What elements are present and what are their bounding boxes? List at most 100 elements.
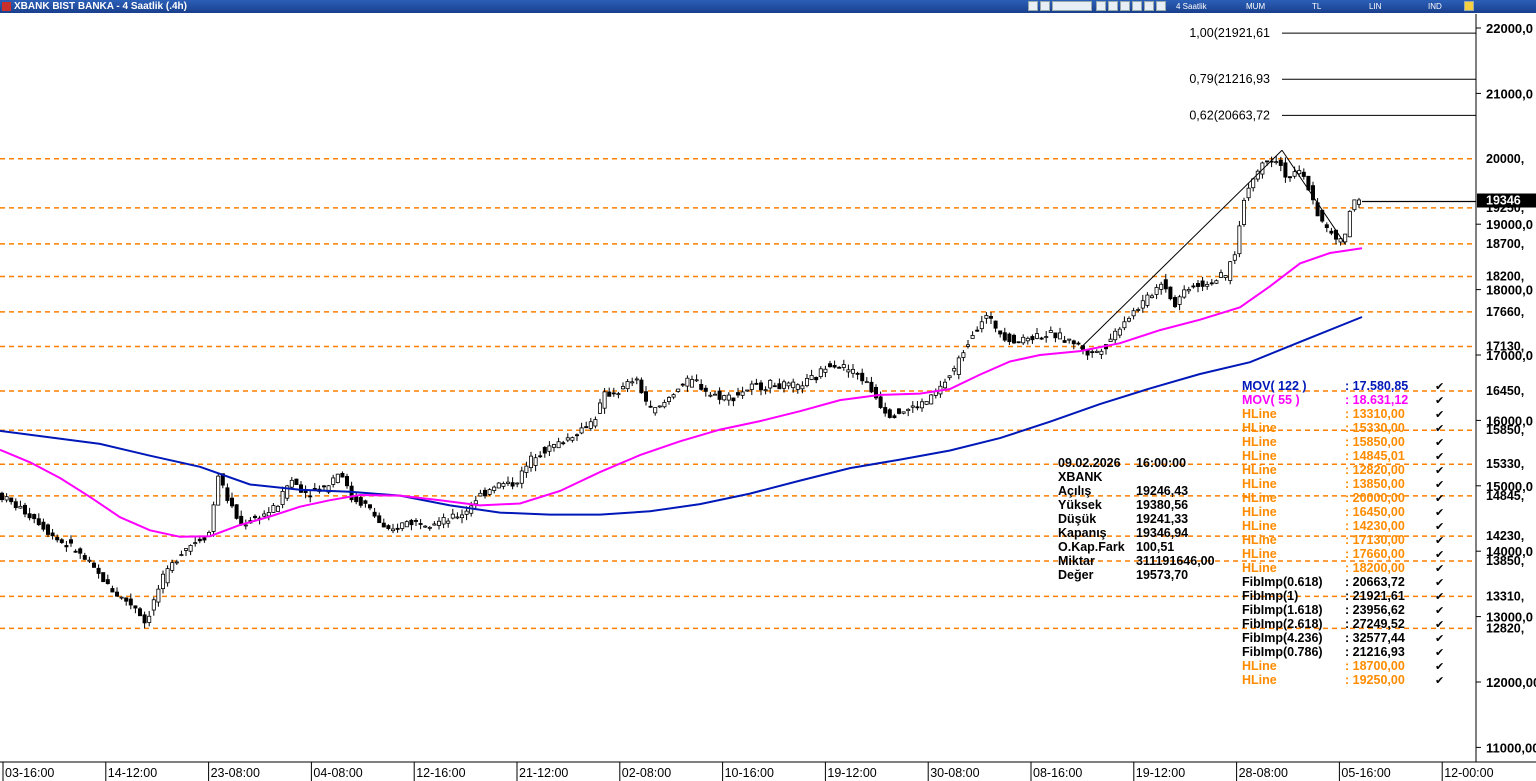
legend-value-13: : 18200,00 [1345, 561, 1405, 575]
candle-body-93 [427, 526, 432, 529]
candle-body-281 [1292, 171, 1297, 177]
candle-body-86 [395, 527, 400, 530]
candle-body-17 [78, 548, 83, 554]
legend-value-15: : 21921,61 [1345, 589, 1405, 603]
candle-body-46 [211, 504, 216, 532]
candle-body-55 [252, 515, 257, 519]
hline-label-12: 13310, [1486, 589, 1524, 603]
grid-icon[interactable] [1108, 1, 1118, 11]
period-button[interactable]: 4 Saatlik [1176, 2, 1207, 11]
legend-value-21: : 19250,00 [1345, 673, 1405, 687]
candle-body-214 [984, 315, 989, 319]
candle-body-289 [1329, 230, 1334, 234]
legend-value-1: : 18.631,12 [1345, 393, 1408, 407]
candle-body-249 [1145, 294, 1150, 306]
check-icon[interactable] [1132, 1, 1142, 11]
candle-body-119 [547, 445, 552, 452]
candle-body-79 [363, 500, 368, 504]
candle-body-149 [685, 377, 690, 387]
hline-label-5: 17130, [1486, 339, 1524, 353]
candle-body-40 [183, 548, 188, 551]
mov55-line [0, 247, 1363, 538]
candle-body-58 [266, 512, 271, 517]
candle-body-264 [1214, 280, 1219, 284]
hline-label-3: 18200, [1486, 270, 1524, 284]
candle-body-218 [1002, 332, 1007, 341]
candle-body-172 [791, 381, 796, 389]
fib-layer: 1,00(21921,61 0,79(21216,93 0,62(20663,72 [1189, 26, 1476, 122]
legend-label-14: FibImp(0.618) [1242, 575, 1323, 589]
hline-label-7: 15850, [1486, 423, 1524, 437]
candle-body-147 [676, 388, 681, 392]
ohlc-value-2: 19241,33 [1136, 512, 1188, 526]
candle-body-77 [354, 496, 359, 503]
settings-icon[interactable] [1144, 1, 1154, 11]
candle-body-44 [202, 537, 207, 541]
candle-body-295 [1357, 199, 1362, 205]
legend-check-icon-14: ✔ [1435, 576, 1444, 589]
table-icon[interactable] [1096, 1, 1106, 11]
legend-label-0: MOV( 122 ) [1242, 379, 1307, 393]
candle-body-166 [763, 389, 768, 392]
y-tick-label-0: 11000,00 [1486, 740, 1536, 755]
candle-body-259 [1191, 285, 1196, 288]
candle-body-109 [501, 483, 506, 487]
candle-body-134 [616, 393, 621, 396]
draw-icon[interactable] [1040, 1, 1050, 11]
moving-average-layer [0, 247, 1363, 538]
minus-icon[interactable] [1156, 1, 1166, 11]
candle-body-29 [133, 605, 138, 609]
legend-value-18: : 32577,44 [1345, 631, 1405, 645]
candle-body-151 [694, 379, 699, 382]
candle-body-120 [552, 444, 557, 448]
candle-body-280 [1288, 176, 1293, 179]
cursor-icon[interactable] [1028, 1, 1038, 11]
chart-type-button[interactable]: MUM [1246, 2, 1266, 11]
candle-body-165 [759, 382, 764, 391]
candle-body-35 [160, 573, 165, 590]
candle-body-123 [565, 437, 570, 441]
candle-body-268 [1232, 254, 1237, 261]
hline-label-4: 17660, [1486, 305, 1524, 319]
candle-body-161 [740, 391, 745, 396]
candle-body-222 [1021, 336, 1026, 344]
candle-body-145 [667, 397, 672, 402]
candle-body-150 [690, 379, 695, 388]
candle-body-138 [634, 378, 639, 381]
scale-button[interactable]: LIN [1369, 2, 1382, 11]
candle-body-198 [910, 405, 915, 408]
candle-body-210 [966, 344, 971, 347]
symbol-box[interactable] [1052, 1, 1092, 11]
candle-body-248 [1140, 300, 1145, 309]
candle-body-0 [0, 492, 4, 501]
candle-body-9 [41, 521, 46, 530]
candle-body-103 [473, 500, 478, 505]
legend-check-icon-12: ✔ [1435, 548, 1444, 561]
candle-body-13 [59, 539, 64, 543]
indicator-button[interactable]: IND [1428, 2, 1442, 11]
candle-body-285 [1311, 185, 1316, 201]
candle-body-220 [1012, 334, 1017, 344]
candle-body-33 [151, 599, 156, 611]
candle-body-146 [671, 394, 676, 398]
candle-body-233 [1071, 340, 1076, 345]
pencil-icon[interactable] [1120, 1, 1130, 11]
legend-label-4: HLine [1242, 435, 1277, 449]
candle-body-67 [308, 495, 313, 498]
candle-body-175 [805, 378, 810, 387]
legend-check-icon-5: ✔ [1435, 450, 1444, 463]
candle-body-178 [818, 368, 823, 378]
window-menu-icon[interactable] [2, 2, 11, 11]
candle-body-255 [1173, 297, 1178, 308]
ohlc-label-6: Değer [1058, 568, 1094, 582]
currency-button[interactable]: TL [1312, 2, 1322, 11]
ohlc-date: 09.02.2026 [1058, 456, 1121, 470]
candle-body-187 [860, 372, 865, 382]
candle-body-89 [409, 519, 414, 526]
ohlc-label-2: Düşük [1058, 512, 1096, 526]
lock-icon[interactable] [1464, 1, 1474, 11]
candle-body-211 [970, 335, 975, 339]
candle-body-14 [64, 545, 69, 548]
candle-body-157 [722, 395, 727, 401]
